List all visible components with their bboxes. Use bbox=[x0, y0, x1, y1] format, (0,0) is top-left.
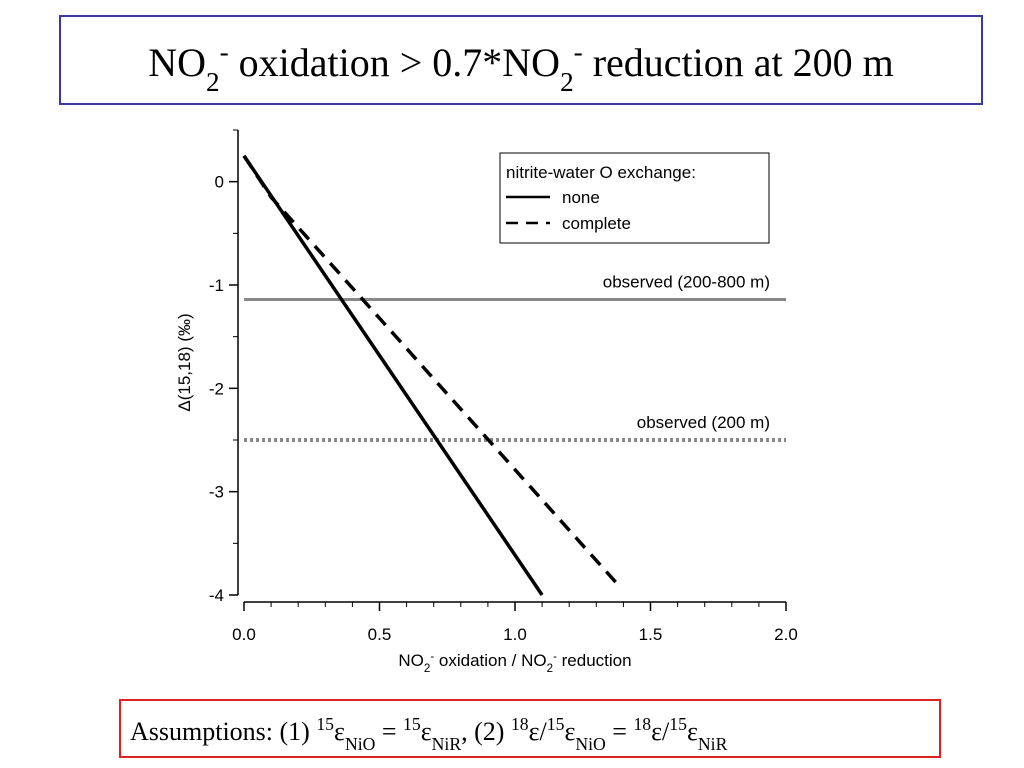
text-part: NiR bbox=[698, 734, 728, 754]
text-part: reduction at 200 m bbox=[583, 40, 894, 85]
y-tick-label: -3 bbox=[209, 483, 224, 502]
x-tick-label: 0.5 bbox=[368, 625, 392, 644]
x-axis-label: NO2- oxidation / NO2- reduction bbox=[398, 651, 631, 675]
assumptions-box bbox=[119, 699, 941, 758]
text-part: 18 bbox=[633, 714, 651, 734]
x-tick-label: 0.0 bbox=[232, 625, 256, 644]
text-part: 2 bbox=[560, 67, 574, 97]
text-part: - bbox=[574, 37, 583, 67]
text-part: - bbox=[430, 651, 434, 663]
text-part: Assumptions: (1) bbox=[130, 717, 316, 746]
assumptions: Assumptions: (1) 15εNiO = 15εNiR, (2) 18… bbox=[130, 714, 728, 754]
text-part: 2 bbox=[206, 67, 220, 97]
text-part: ε/ bbox=[529, 717, 548, 746]
text-part: ε bbox=[564, 717, 575, 746]
text-part: - bbox=[553, 651, 557, 663]
text-part: 2 bbox=[424, 663, 430, 675]
text-part: 15 bbox=[316, 714, 334, 734]
reference-label: observed (200 m) bbox=[637, 413, 770, 432]
text-part: , (2) bbox=[461, 717, 511, 746]
text-part: reduction bbox=[557, 651, 632, 670]
y-tick-label: -2 bbox=[209, 379, 224, 398]
x-tick-label: 2.0 bbox=[774, 625, 798, 644]
y-tick-label: -4 bbox=[209, 586, 224, 605]
text-part: 15 bbox=[403, 714, 421, 734]
x-tick-label: 1.0 bbox=[503, 625, 527, 644]
legend-title: nitrite-water O exchange: bbox=[506, 163, 696, 182]
text-part: NO bbox=[148, 40, 206, 85]
x-tick-label: 1.5 bbox=[639, 625, 663, 644]
text-part: ε bbox=[334, 717, 345, 746]
y-tick-label: -1 bbox=[209, 276, 224, 295]
text-part: - bbox=[220, 37, 229, 67]
text-part: NiO bbox=[345, 734, 376, 754]
text-part: 15 bbox=[547, 714, 565, 734]
text-part: ε/ bbox=[651, 717, 670, 746]
title-box bbox=[59, 15, 983, 105]
y-tick-label: 0 bbox=[215, 173, 224, 192]
line-series bbox=[242, 154, 620, 586]
reference-label: observed (200-800 m) bbox=[603, 272, 770, 291]
slide-title: NO2- oxidation > 0.7*NO2- reduction at 2… bbox=[148, 37, 894, 97]
text-part: ε bbox=[687, 717, 698, 746]
text-part: 18 bbox=[511, 714, 529, 734]
legend-label: complete bbox=[562, 214, 631, 233]
text-part: oxidation > 0.7*NO bbox=[229, 40, 560, 85]
text-part: = bbox=[375, 717, 403, 746]
text-part: 2 bbox=[547, 663, 553, 675]
text-part: NO bbox=[398, 651, 424, 670]
text-part: 15 bbox=[669, 714, 687, 734]
text-part: = bbox=[606, 717, 634, 746]
text-part: ε bbox=[421, 717, 432, 746]
line-series bbox=[242, 154, 544, 596]
legend-label: none bbox=[562, 188, 600, 207]
y-axis-label: Δ(15,18) (‰) bbox=[175, 313, 194, 411]
text-part: NiO bbox=[575, 734, 606, 754]
text-part: NiR bbox=[432, 734, 462, 754]
text-part: oxidation / NO bbox=[434, 651, 546, 670]
